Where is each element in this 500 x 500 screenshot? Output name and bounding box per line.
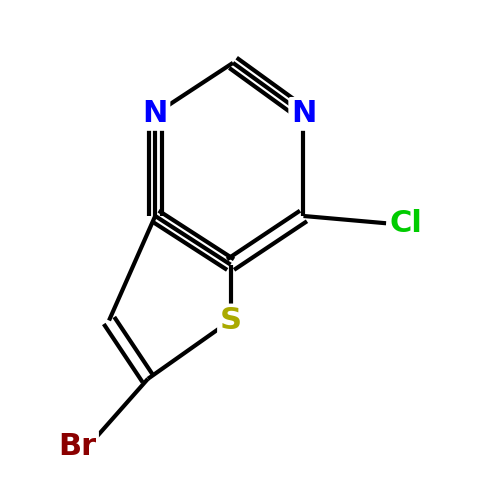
Text: Br: Br [58,432,96,462]
Text: N: N [291,100,316,128]
Text: S: S [220,306,242,335]
Text: N: N [142,100,168,128]
Text: Cl: Cl [389,209,422,238]
